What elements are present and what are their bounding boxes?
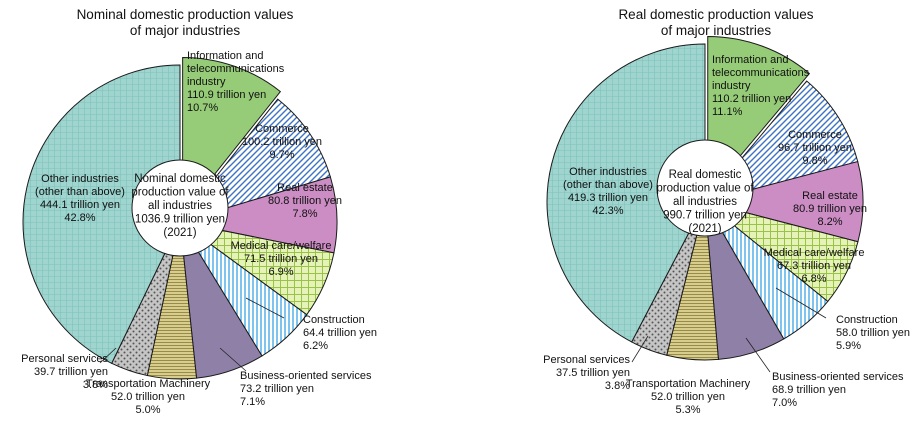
real-label-other-industries-other-than-above: Other industries (other than above) 419.3 … — [563, 166, 653, 217]
real-label-business-oriented-services: Business-oriented services 68.9 trillion … — [772, 371, 904, 409]
real-slice-other-industries-other-than-above — [546, 43, 706, 343]
nominal-label-transportation-machinery: Transportation Machinery 52.0 trillion ye… — [86, 378, 211, 416]
real-label-personal-services: Personal services 37.5 trillion yen 3.8% — [543, 354, 630, 392]
nominal-label-information-and-telecommunications-industry: Information and telecommunications industr… — [187, 50, 285, 114]
real-leader-personal-services — [631, 335, 649, 363]
real-leader-construction — [775, 287, 827, 319]
nominal-pie-chart: Nominal domestic production values of maj… — [21, 7, 377, 416]
nominal-leader-construction — [245, 297, 285, 319]
nominal-label-medical-care-welfare: Medical care/welfare 71.5 trillion yen 6.9… — [231, 240, 332, 278]
real-label-transportation-machinery: Transportation Machinery 52.0 trillion ye… — [626, 378, 751, 416]
real-pie-chart: Real domestic production values of major … — [543, 7, 910, 416]
nominal-label-other-industries-other-than-above: Other industries (other than above) 444.1 … — [35, 173, 125, 224]
real-chart-title: Real domestic production values of major … — [618, 7, 813, 38]
real-leader-business-oriented-services — [745, 337, 771, 373]
real-label-real-estate: Real estate 80.9 trillion yen 8.2% — [793, 190, 867, 228]
nominal-label-construction: Construction 64.4 trillion yen 6.2% — [303, 314, 377, 352]
nominal-label-real-estate: Real estate 80.8 trillion yen 7.8% — [268, 182, 342, 220]
nominal-label-personal-services: Personal services 39.7 trillion yen 3.8% — [21, 353, 108, 391]
real-label-information-and-telecommunications-industry: Information and telecommunications industr… — [712, 54, 810, 118]
nominal-label-commerce: Commerce 100.2 trillion yen 9.7% — [242, 123, 322, 161]
real-center-hole — [656, 139, 754, 237]
nominal-leader-business-oriented-services — [219, 347, 247, 372]
nominal-leader-personal-services — [99, 347, 117, 364]
nominal-slice-other-industries-other-than-above — [22, 64, 181, 365]
nominal-label-business-oriented-services: Business-oriented services 73.2 trillion … — [240, 370, 372, 408]
nominal-chart-title: Nominal domestic production values of maj… — [77, 7, 294, 38]
real-label-medical-care-welfare: Medical care/welfare 67.3 trillion yen 6.8… — [764, 247, 865, 285]
real-label-construction: Construction 58.0 trillion yen 5.9% — [836, 314, 910, 352]
nominal-center-hole — [131, 159, 229, 257]
real-label-commerce: Commerce 96.7 trillion yen 9.8% — [778, 129, 852, 167]
nominal-center-label: Nominal domestic production value of all i… — [131, 173, 229, 239]
real-center-label: Real domestic production value of all indu… — [656, 169, 754, 235]
